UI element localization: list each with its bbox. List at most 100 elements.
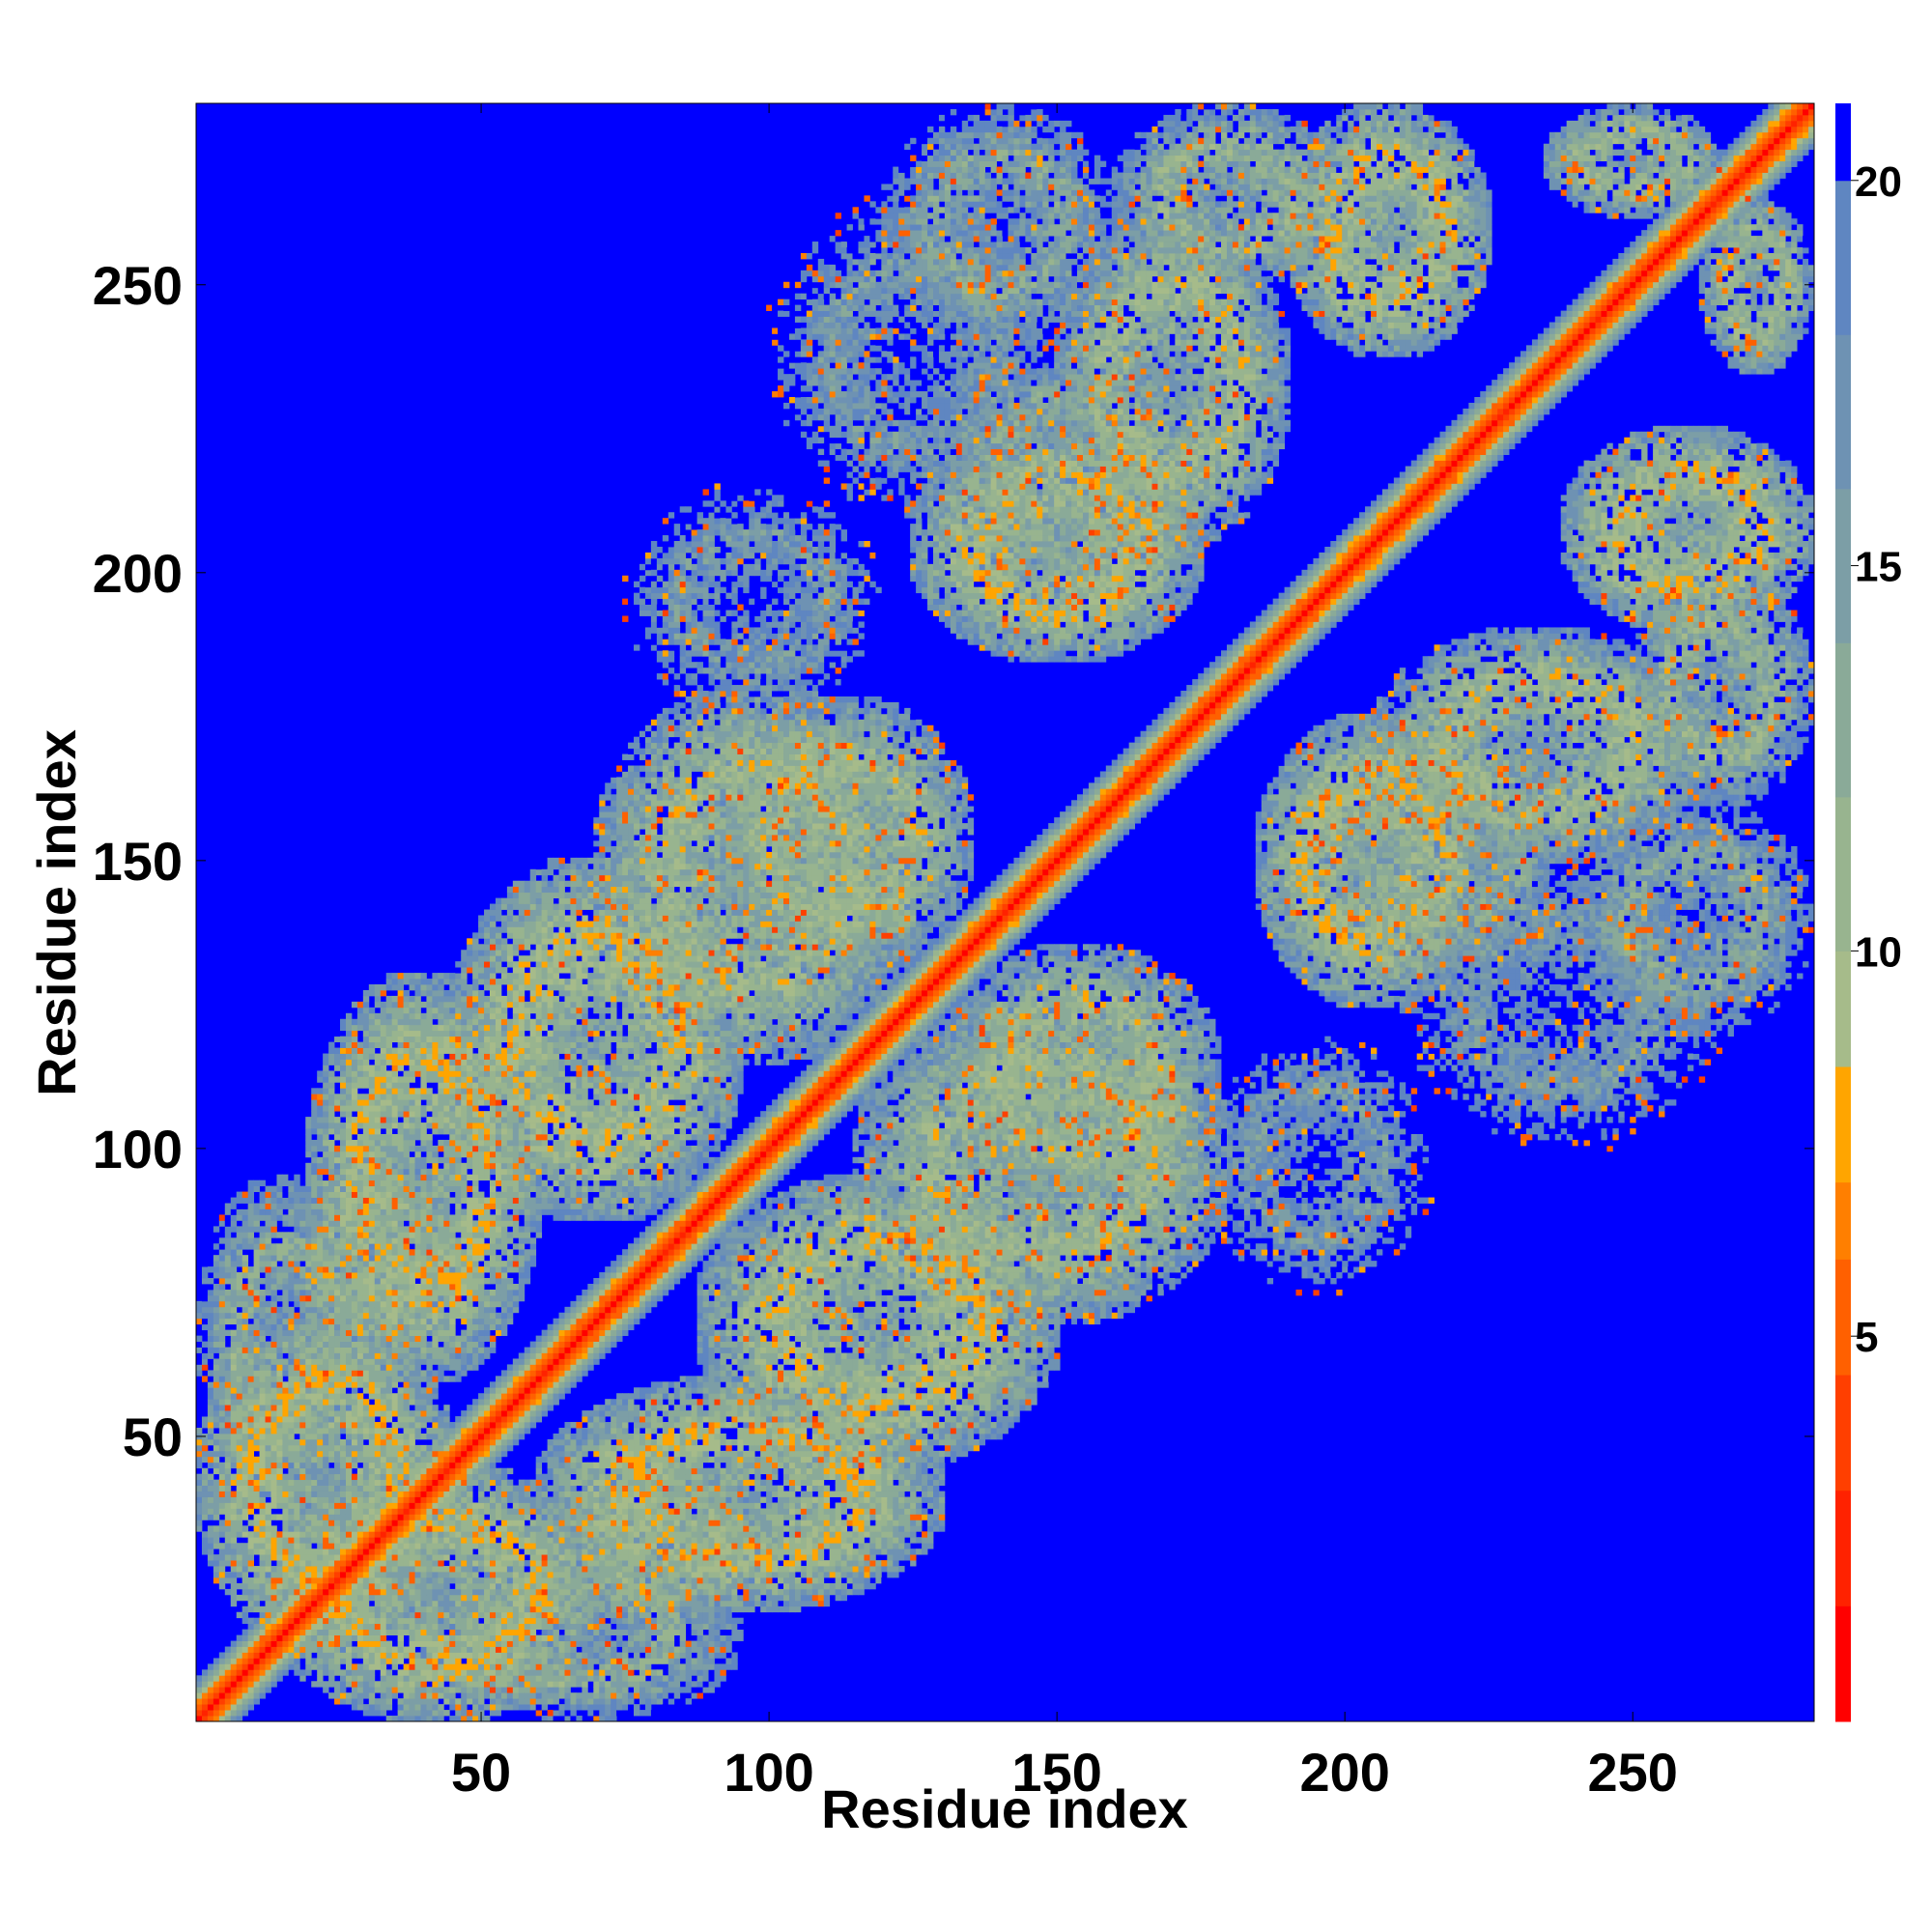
- heatmap-cell: [253, 1364, 260, 1371]
- heatmap-cell: [449, 1139, 456, 1147]
- heatmap-cell: [282, 1312, 289, 1320]
- heatmap-cell: [299, 1525, 306, 1532]
- heatmap-cell: [467, 1117, 473, 1123]
- heatmap-cell: [323, 1323, 329, 1331]
- heatmap-cell: [438, 1030, 444, 1037]
- heatmap-cell: [461, 1105, 468, 1112]
- heatmap-cell: [374, 1088, 382, 1094]
- heatmap-cell: [317, 1289, 324, 1296]
- heatmap-cell: [461, 1600, 468, 1607]
- heatmap-cell: [478, 1605, 485, 1613]
- heatmap-cell: [461, 1030, 468, 1037]
- heatmap-cell: [397, 1082, 404, 1089]
- heatmap-cell: [397, 973, 404, 980]
- heatmap-cell: [207, 1502, 214, 1509]
- heatmap-cell: [467, 1416, 473, 1423]
- heatmap-cell: [356, 1473, 364, 1481]
- heatmap-cell: [340, 1554, 347, 1561]
- heatmap-cell: [403, 1531, 410, 1538]
- heatmap-cell: [432, 1543, 439, 1549]
- heatmap-cell: [432, 1566, 439, 1573]
- heatmap-cell: [432, 1422, 439, 1429]
- heatmap-cell: [340, 1347, 347, 1353]
- heatmap-cell: [328, 1467, 335, 1475]
- heatmap-cell: [380, 1122, 387, 1129]
- heatmap-cell: [362, 1249, 370, 1256]
- heatmap-cell: [443, 1450, 450, 1458]
- heatmap-cell: [299, 1617, 306, 1625]
- heatmap-cell: [385, 1335, 393, 1342]
- heatmap-cell: [253, 1646, 260, 1653]
- heatmap-cell: [391, 1617, 399, 1625]
- heatmap-cell: [294, 1294, 300, 1302]
- heatmap-cell: [265, 1634, 271, 1641]
- heatmap-cell: [288, 1203, 295, 1209]
- heatmap-cell: [276, 1179, 283, 1187]
- heatmap-cell: [380, 1266, 387, 1273]
- heatmap-cell: [380, 1376, 387, 1382]
- heatmap-cell: [242, 1312, 249, 1320]
- heatmap-cell: [467, 1329, 473, 1337]
- heatmap-cell: [374, 1272, 382, 1279]
- heatmap-cell: [391, 1139, 399, 1147]
- heatmap-cell: [311, 1438, 318, 1446]
- heatmap-cell: [449, 1047, 456, 1054]
- heatmap-cell: [282, 1266, 289, 1273]
- heatmap-cell: [242, 1704, 249, 1711]
- heatmap-cell: [420, 1652, 427, 1659]
- heatmap-cell: [449, 1323, 456, 1331]
- heatmap-cell: [236, 1456, 243, 1463]
- heatmap-cell: [218, 1428, 226, 1435]
- heatmap-cell: [230, 1502, 238, 1509]
- heatmap-cell: [374, 1329, 382, 1337]
- heatmap-cell: [323, 1572, 329, 1578]
- heatmap-cell: [391, 1352, 399, 1359]
- heatmap-cell: [317, 1300, 324, 1308]
- heatmap-cell: [253, 1675, 260, 1682]
- heatmap-cell: [455, 1663, 462, 1670]
- heatmap-cell: [213, 1393, 220, 1400]
- heatmap-cell: [345, 1168, 353, 1176]
- heatmap-cell: [391, 1329, 399, 1337]
- heatmap-cell: [414, 1174, 421, 1181]
- heatmap-cell: [345, 1669, 353, 1676]
- heatmap-cell: [317, 1220, 324, 1227]
- heatmap-cell: [345, 1088, 353, 1094]
- heatmap-cell: [294, 1364, 300, 1371]
- heatmap-cell: [356, 1600, 364, 1607]
- heatmap-cell: [403, 1128, 410, 1135]
- heatmap-cell: [403, 1122, 410, 1129]
- heatmap-cell: [420, 1605, 427, 1613]
- heatmap-cell: [461, 1548, 468, 1555]
- heatmap-cell: [403, 1594, 410, 1602]
- heatmap-cell: [414, 1410, 421, 1417]
- heatmap-cell: [317, 1605, 324, 1613]
- heatmap-cell: [270, 1617, 277, 1625]
- heatmap-cell: [323, 1065, 329, 1071]
- heatmap-cell: [265, 1261, 271, 1267]
- heatmap-cell: [391, 1422, 399, 1429]
- heatmap-cell: [201, 1681, 209, 1688]
- heatmap-cell: [478, 1588, 485, 1596]
- heatmap-cell: [391, 1300, 399, 1308]
- heatmap-cell: [443, 1041, 450, 1048]
- heatmap-cell: [340, 1266, 347, 1273]
- heatmap-cell: [414, 1128, 421, 1135]
- heatmap-cell: [299, 1203, 306, 1209]
- heatmap-cell: [385, 1156, 393, 1164]
- heatmap-cell: [311, 1422, 318, 1429]
- heatmap-cell: [432, 1687, 439, 1693]
- heatmap-cell: [385, 1658, 393, 1664]
- heatmap-cell: [374, 1237, 382, 1244]
- heatmap-cell: [356, 1214, 364, 1221]
- heatmap-cell: [259, 1462, 266, 1469]
- heatmap-cell: [362, 1243, 370, 1250]
- heatmap-cell: [438, 1456, 444, 1463]
- heatmap-cell: [288, 1387, 295, 1394]
- heatmap-cell: [345, 1243, 353, 1250]
- heatmap-cell: [334, 1405, 341, 1411]
- heatmap-cell: [305, 1300, 312, 1308]
- heatmap-cell: [368, 1405, 376, 1411]
- heatmap-cell: [374, 1611, 382, 1619]
- heatmap-cell: [311, 1266, 318, 1273]
